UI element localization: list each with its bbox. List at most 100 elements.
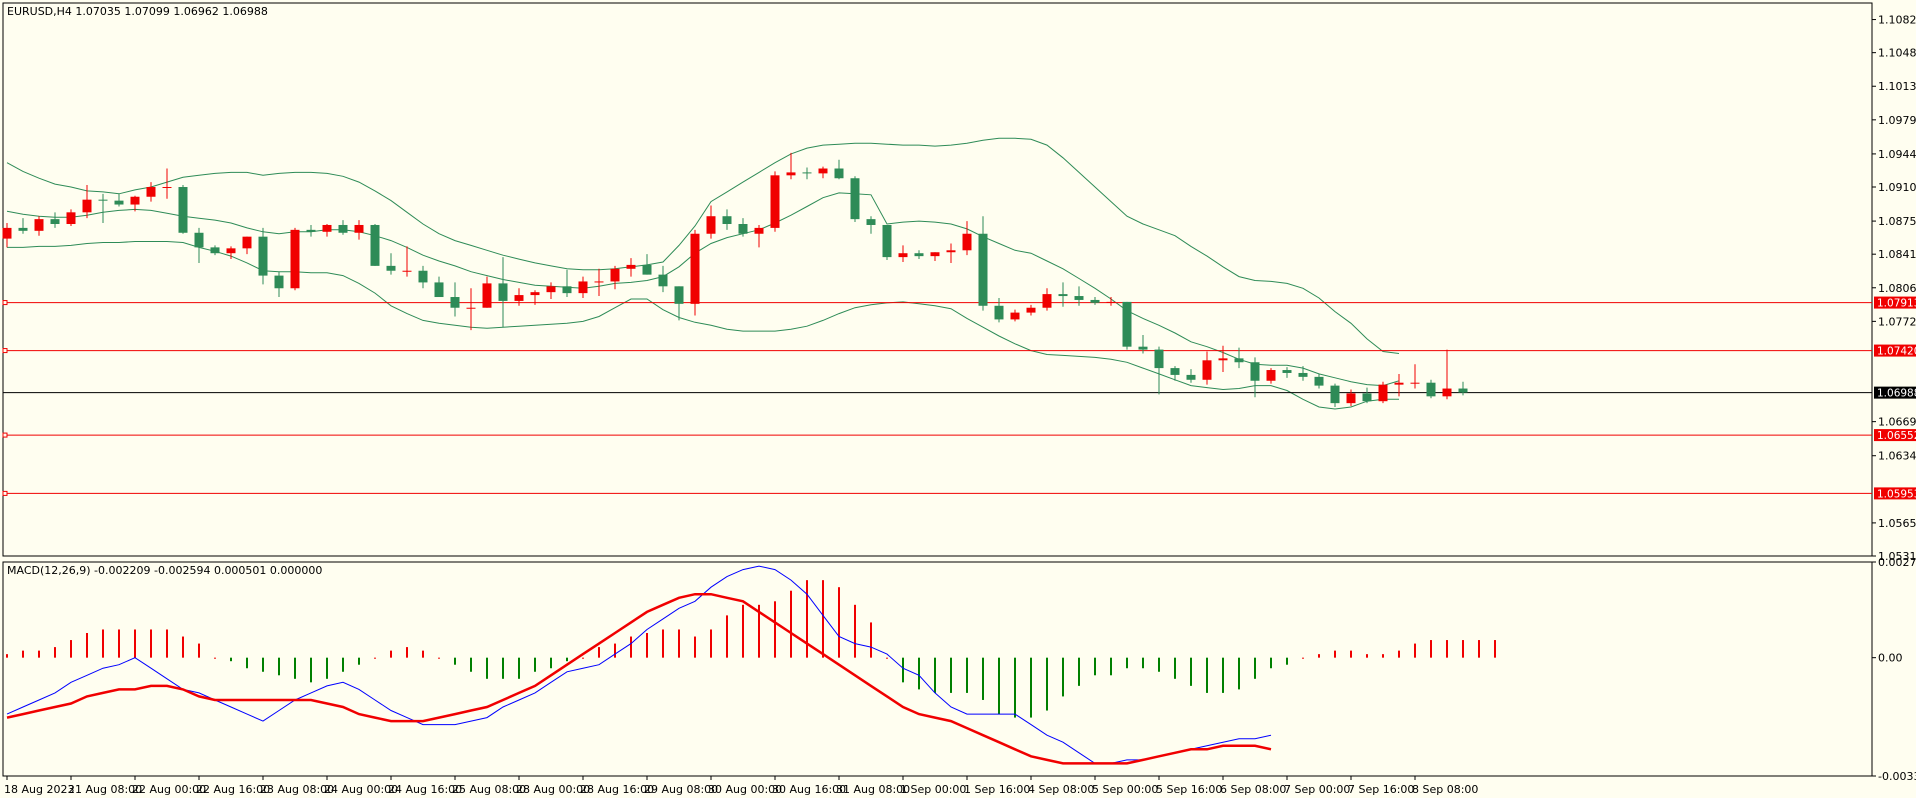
candle-body	[530, 292, 540, 296]
candle-body	[82, 199, 92, 213]
time-tick-label: 23 Aug 08:00	[260, 783, 334, 796]
price-tick-label: 1.10480	[1878, 47, 1916, 60]
candle-body	[1202, 360, 1212, 380]
price-tick-label: 1.09790	[1878, 114, 1916, 127]
level-price-label: 1.07420	[1877, 346, 1916, 358]
candle-body	[482, 283, 492, 308]
candle-body	[1314, 376, 1324, 386]
candle-body	[226, 248, 236, 254]
current-price-label: 1.06988	[1877, 388, 1916, 400]
price-info: EURUSD,H4 1.07035 1.07099 1.06962 1.0698…	[7, 5, 268, 18]
candle-body	[706, 216, 716, 234]
candle-body	[402, 270, 412, 272]
candle-body	[610, 268, 620, 282]
macd-pane-border	[2, 561, 1873, 777]
candle-body	[306, 229, 316, 232]
time-tick-label: 6 Sep 08:00	[1220, 783, 1286, 796]
price-tick-label: 1.05650	[1878, 517, 1916, 530]
candle-body	[1378, 384, 1388, 402]
candle-body	[1394, 382, 1404, 385]
candle-body	[834, 168, 844, 179]
time-tick-label: 28 Aug 00:00	[516, 783, 590, 796]
candle-body	[642, 264, 652, 275]
candle-body	[898, 253, 908, 258]
time-tick-label: 5 Sep 16:00	[1156, 783, 1222, 796]
candle-body	[690, 233, 700, 304]
time-tick-label: 28 Aug 16:00	[580, 783, 654, 796]
candle-body	[242, 236, 252, 249]
candle-body	[1026, 307, 1036, 313]
candle-body	[850, 178, 860, 220]
candle-body	[162, 187, 172, 189]
time-tick-label: 5 Sep 00:00	[1092, 783, 1158, 796]
candle-body	[930, 252, 940, 257]
price-tick-label: 1.06690	[1878, 416, 1916, 429]
candle-body	[18, 227, 28, 231]
candle-body	[1442, 388, 1452, 397]
level-handle	[2, 300, 8, 306]
time-tick-label: 24 Aug 16:00	[388, 783, 462, 796]
time-tick-label: 1 Sep 16:00	[964, 783, 1030, 796]
level-price-tag	[1874, 487, 1916, 500]
level-price-label: 1.07913	[1877, 298, 1916, 310]
candle-body	[674, 286, 684, 304]
level-handle	[2, 432, 8, 438]
candle-body	[130, 196, 140, 205]
macd-pane[interactable]: MACD(12,26,9) -0.002209 -0.002594 0.0005…	[2, 556, 1916, 783]
candle-body	[1282, 370, 1292, 373]
candles	[2, 152, 1468, 408]
candle-body	[738, 224, 748, 234]
candle-body	[514, 295, 524, 301]
candle-body	[1106, 301, 1116, 303]
candle-body	[146, 187, 156, 197]
candle-body	[2, 227, 12, 239]
candle-body	[274, 275, 284, 289]
current-price-tag	[1874, 386, 1916, 399]
macd-signal-line	[6, 592, 1272, 765]
price-pane[interactable]: 1.07913 1.07420 1.06552 1.05953 1.06988 EURU…	[2, 2, 1916, 563]
candle-body	[1074, 296, 1084, 300]
candle-body	[770, 175, 780, 228]
candle-body	[66, 212, 76, 225]
candle-body	[786, 172, 796, 176]
level-handle	[2, 490, 8, 496]
horizontal-levels[interactable]: 1.07913 1.07420 1.06552 1.05953 1.06988	[2, 296, 1916, 501]
candle-body	[802, 172, 812, 174]
candle-body	[1154, 349, 1164, 369]
price-tick-label: 1.10135	[1878, 80, 1916, 93]
time-tick-label: 24 Aug 00:00	[324, 783, 398, 796]
price-tick-label: 1.09100	[1878, 181, 1916, 194]
candle-body	[1330, 385, 1340, 404]
candle-body	[114, 200, 124, 205]
price-tick-label: 1.09440	[1878, 148, 1916, 161]
time-tick-label: 1 Sep 00:00	[900, 783, 966, 796]
candle-body	[978, 233, 988, 306]
candle-body	[434, 282, 444, 298]
time-tick-label: 22 Aug 16:00	[196, 783, 270, 796]
macd-axis[interactable]: 0.002715 0.00 -0.003358	[1872, 556, 1916, 783]
candle-body	[1042, 294, 1052, 308]
candle-body	[1458, 388, 1468, 393]
level-price-tag	[1874, 429, 1916, 442]
candle-body	[1298, 372, 1308, 377]
time-tick-label: 25 Aug 08:00	[452, 783, 526, 796]
price-tick-label: 1.10820	[1878, 14, 1916, 27]
price-axis[interactable]: 1.10820 1.10480 1.10135 1.09790 1.09440 1.091…	[1872, 14, 1916, 563]
candle-body	[322, 224, 332, 232]
time-tick-label: 21 Aug 08:00	[68, 783, 142, 796]
candle-body	[1250, 362, 1260, 381]
candle-body	[1362, 393, 1372, 402]
candle-body	[1058, 294, 1068, 297]
candle-body	[34, 219, 44, 231]
price-tick-label: 1.07720	[1878, 315, 1916, 328]
time-tick-label: 22 Aug 00:00	[132, 783, 206, 796]
candle-body	[866, 219, 876, 225]
price-tick-label: 1.08750	[1878, 215, 1916, 228]
candle-body	[1218, 358, 1228, 361]
candle-body	[354, 224, 364, 233]
level-price-label: 1.06552	[1877, 430, 1916, 442]
candle-body	[1426, 382, 1436, 397]
candle-body	[178, 187, 188, 233]
